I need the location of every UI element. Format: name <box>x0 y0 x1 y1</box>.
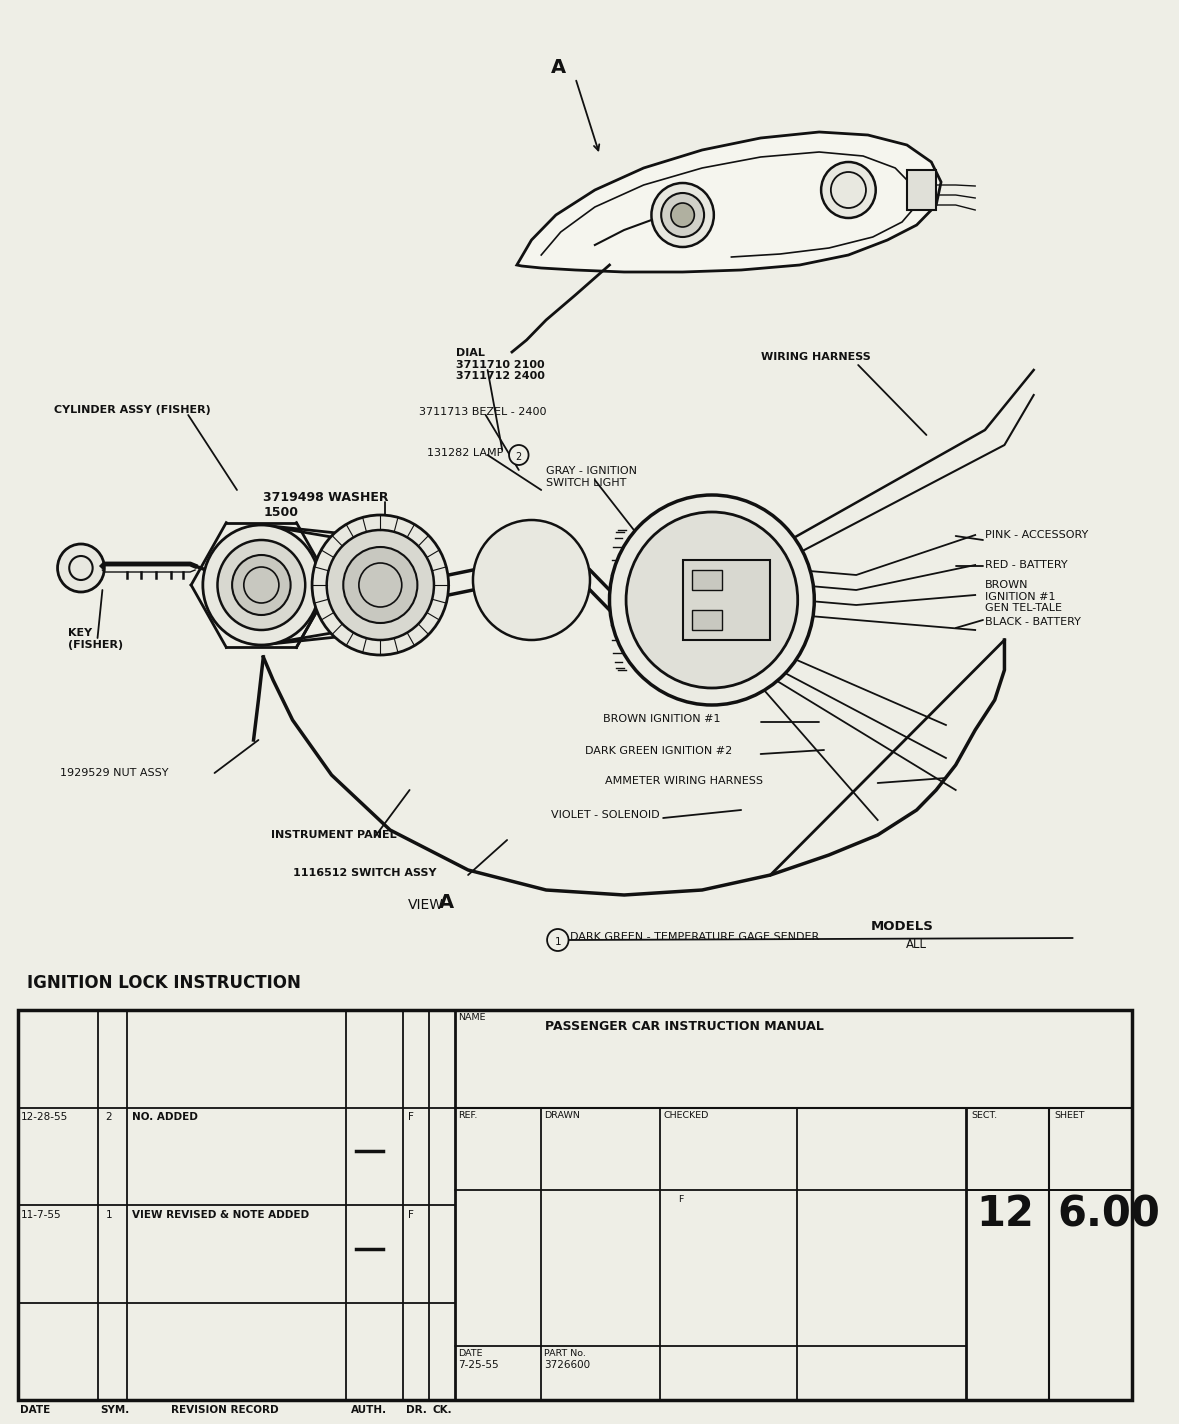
Text: MODELS: MODELS <box>870 920 934 933</box>
Text: IGNITION LOCK INSTRUCTION: IGNITION LOCK INSTRUCTION <box>27 974 301 993</box>
Text: RED - BATTERY: RED - BATTERY <box>984 560 1067 570</box>
Polygon shape <box>516 132 941 272</box>
Text: 1116512 SWITCH ASSY: 1116512 SWITCH ASSY <box>292 869 436 879</box>
Text: DATE: DATE <box>459 1350 483 1358</box>
Text: VIEW REVISED & NOTE ADDED: VIEW REVISED & NOTE ADDED <box>132 1210 309 1220</box>
Text: 7-25-55: 7-25-55 <box>459 1360 499 1370</box>
Text: BROWN
IGNITION #1
GEN TEL-TALE: BROWN IGNITION #1 GEN TEL-TALE <box>984 580 1062 614</box>
Text: CHECKED: CHECKED <box>663 1111 709 1119</box>
Text: PINK - ACCESSORY: PINK - ACCESSORY <box>984 530 1088 540</box>
Text: AMMETER WIRING HARNESS: AMMETER WIRING HARNESS <box>605 776 763 786</box>
Bar <box>692 570 722 590</box>
Text: DIAL
3711710 2100
3711712 2400: DIAL 3711710 2100 3711712 2400 <box>456 347 545 382</box>
Circle shape <box>652 184 713 246</box>
Text: DRAWN: DRAWN <box>545 1111 580 1119</box>
Bar <box>692 609 722 629</box>
Circle shape <box>473 520 590 639</box>
Text: 3726600: 3726600 <box>545 1360 591 1370</box>
Text: AUTH.: AUTH. <box>351 1405 387 1415</box>
Text: BLACK - BATTERY: BLACK - BATTERY <box>984 617 1081 627</box>
Circle shape <box>671 204 694 226</box>
Circle shape <box>58 544 105 592</box>
Text: SHEET: SHEET <box>1054 1111 1085 1119</box>
Text: CK.: CK. <box>432 1405 452 1415</box>
Text: DARK GREEN IGNITION #2: DARK GREEN IGNITION #2 <box>585 746 732 756</box>
Text: 3719498 WASHER
1500: 3719498 WASHER 1500 <box>263 491 389 518</box>
Text: 1: 1 <box>105 1210 112 1220</box>
Text: WIRING HARNESS: WIRING HARNESS <box>760 352 870 362</box>
Bar <box>907 169 936 209</box>
Bar <box>683 560 770 639</box>
Text: NAME: NAME <box>459 1012 486 1022</box>
Text: 6.00: 6.00 <box>1058 1193 1160 1236</box>
Text: ALL: ALL <box>907 938 927 951</box>
Text: INSTRUMENT PANEL: INSTRUMENT PANEL <box>271 830 396 840</box>
Circle shape <box>327 530 434 639</box>
Text: F: F <box>408 1112 414 1122</box>
Text: 3711713 BEZEL - 2400: 3711713 BEZEL - 2400 <box>420 407 547 417</box>
Text: KEY
(FISHER): KEY (FISHER) <box>68 628 124 649</box>
Circle shape <box>509 444 528 466</box>
Text: PART No.: PART No. <box>545 1350 586 1358</box>
Text: VIEW: VIEW <box>408 899 443 911</box>
Text: PASSENGER CAR INSTRUCTION MANUAL: PASSENGER CAR INSTRUCTION MANUAL <box>545 1020 824 1032</box>
Text: 2: 2 <box>105 1112 112 1122</box>
Circle shape <box>610 496 815 705</box>
Text: NO. ADDED: NO. ADDED <box>132 1112 198 1122</box>
Text: 2: 2 <box>515 451 522 461</box>
Circle shape <box>343 547 417 624</box>
Text: 1929529 NUT ASSY: 1929529 NUT ASSY <box>60 768 169 778</box>
Circle shape <box>661 194 704 236</box>
Text: 1: 1 <box>554 937 561 947</box>
Circle shape <box>203 525 320 645</box>
Text: SYM.: SYM. <box>100 1405 130 1415</box>
Text: REVISION RECORD: REVISION RECORD <box>171 1405 278 1415</box>
Text: DATE: DATE <box>20 1405 51 1415</box>
Circle shape <box>547 928 568 951</box>
Text: CYLINDER ASSY (FISHER): CYLINDER ASSY (FISHER) <box>53 404 210 414</box>
Text: 11-7-55: 11-7-55 <box>20 1210 61 1220</box>
Text: F: F <box>678 1195 683 1205</box>
Text: A: A <box>439 893 454 911</box>
Text: 131282 LAMP: 131282 LAMP <box>427 449 503 459</box>
Circle shape <box>626 513 798 688</box>
Text: BROWN IGNITION #1: BROWN IGNITION #1 <box>602 713 720 723</box>
Text: DR.: DR. <box>406 1405 427 1415</box>
Text: VIOLET - SOLENOID: VIOLET - SOLENOID <box>551 810 659 820</box>
Circle shape <box>821 162 876 218</box>
Text: A: A <box>551 58 566 77</box>
Text: DARK GREEN - TEMPERATURE GAGE SENDER: DARK GREEN - TEMPERATURE GAGE SENDER <box>571 931 819 943</box>
Text: 12: 12 <box>976 1193 1034 1236</box>
Text: REF.: REF. <box>459 1111 477 1119</box>
Text: GRAY - IGNITION
SWITCH LIGHT: GRAY - IGNITION SWITCH LIGHT <box>546 466 637 487</box>
Bar <box>18 1010 1132 1400</box>
Circle shape <box>232 555 290 615</box>
Text: 12-28-55: 12-28-55 <box>20 1112 67 1122</box>
Circle shape <box>217 540 305 629</box>
Circle shape <box>312 515 448 655</box>
Text: SECT.: SECT. <box>971 1111 997 1119</box>
Text: F: F <box>408 1210 414 1220</box>
